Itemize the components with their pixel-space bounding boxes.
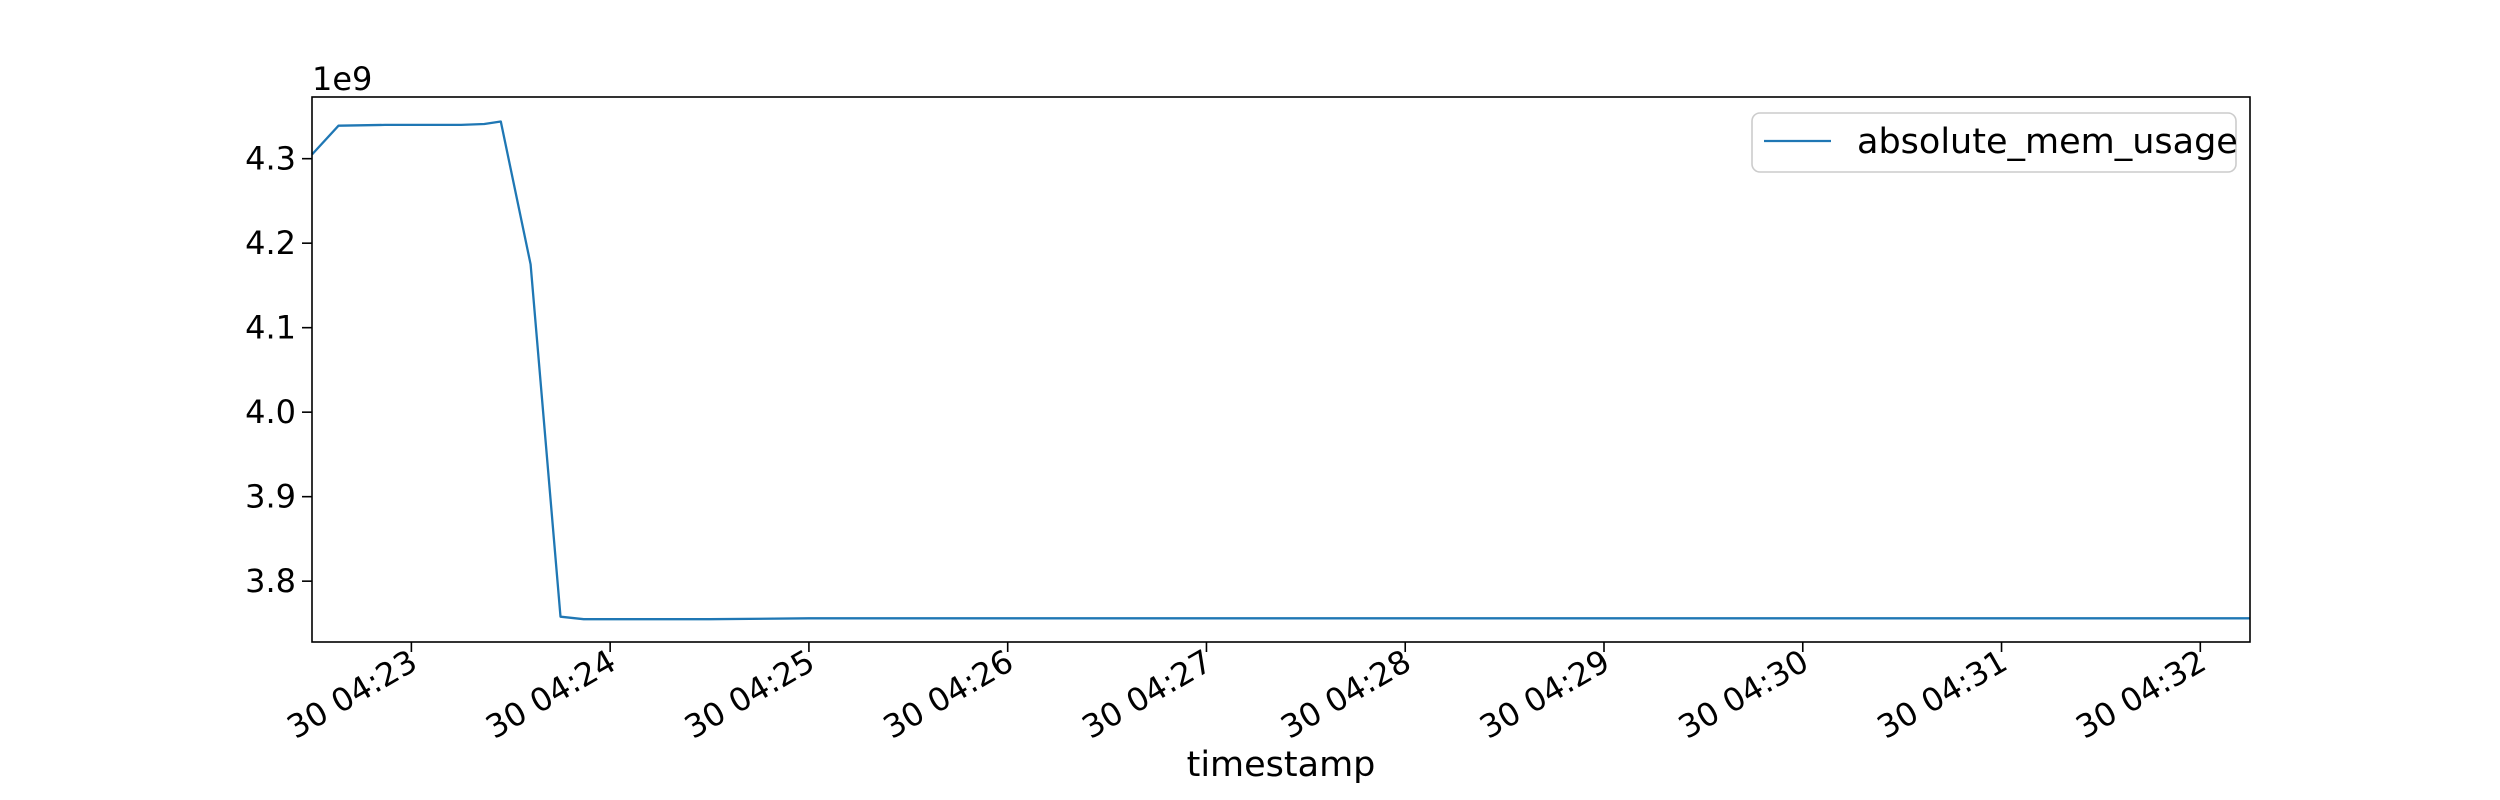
x-tick-label: 30 04:23 — [280, 642, 423, 746]
x-tick-label: 30 04:27 — [1076, 642, 1219, 746]
y-axis-ticks: 4.3 4.2 4.1 4.0 3.9 3.8 — [245, 140, 312, 600]
legend-label-absolute-mem-usage: absolute_mem_usage — [1857, 122, 2238, 162]
plot-area — [312, 97, 2250, 642]
y-tick-label: 4.1 — [245, 309, 296, 347]
x-tick-label: 30 04:29 — [1473, 642, 1616, 746]
x-tick-label: 30 04:24 — [479, 642, 622, 746]
plot-frame — [311, 96, 2251, 643]
series-line-absolute-mem-usage — [311, 120, 2250, 621]
x-tick-label: 30 04:26 — [877, 642, 1020, 746]
x-tick-label: 30 04:28 — [1274, 642, 1417, 746]
x-tick-label: 30 04:31 — [1871, 642, 2014, 746]
legend-box — [1751, 112, 2237, 173]
x-tick-label: 30 04:25 — [678, 642, 821, 746]
offset-label: 1e9 — [312, 60, 372, 98]
legend[interactable]: absolute_mem_usage — [1751, 112, 2238, 173]
y-tick-label: 3.9 — [245, 478, 296, 516]
x-tick-label: 30 04:30 — [1672, 642, 1815, 746]
y-tick-label: 4.0 — [245, 393, 296, 431]
y-tick-label: 4.3 — [245, 140, 296, 178]
x-tick-label: 30 04:32 — [2069, 642, 2212, 746]
y-tick-label: 4.2 — [245, 224, 296, 262]
x-axis-title: timestamp — [1187, 745, 1376, 785]
x-axis-ticks: 30 04:23 30 04:24 30 04:25 30 04:26 30 04:27… — [280, 642, 2212, 746]
y-tick-label: 3.8 — [245, 562, 296, 600]
